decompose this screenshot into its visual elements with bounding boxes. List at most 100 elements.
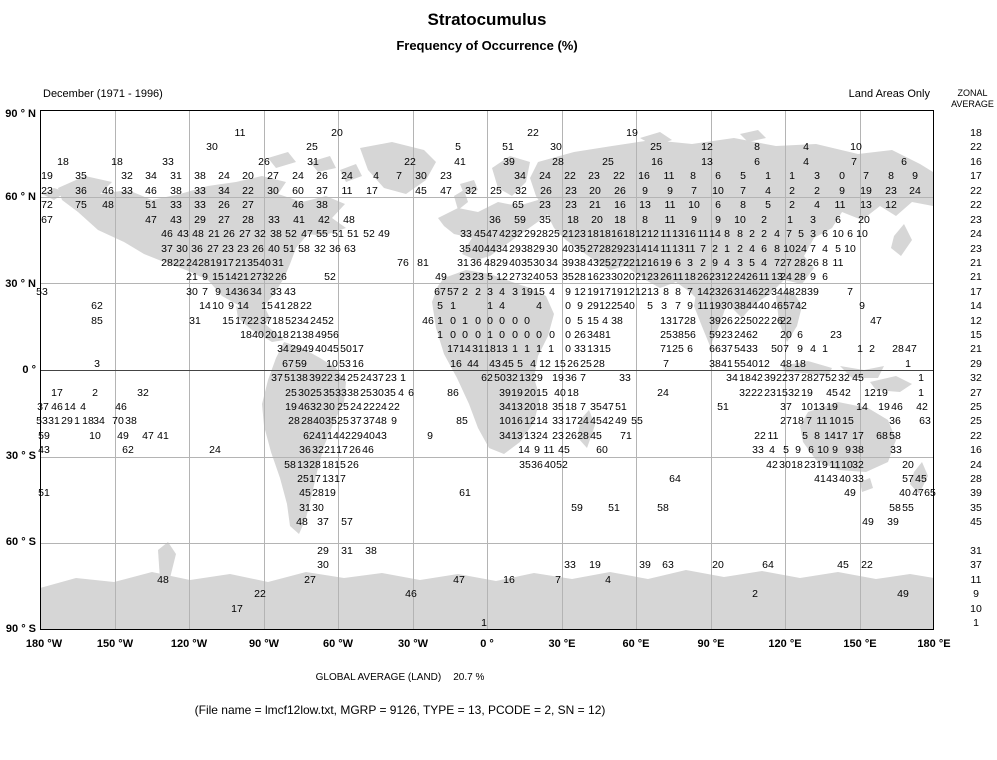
- grid-value: 19: [587, 286, 599, 298]
- grid-value: 47: [142, 430, 154, 442]
- grid-value: 25: [285, 387, 297, 399]
- grid-value: 20: [712, 559, 724, 571]
- grid-value: 38: [709, 358, 721, 370]
- grid-value: 22: [404, 156, 416, 168]
- grid-value: 59: [571, 502, 583, 514]
- grid-value: 47: [145, 214, 157, 226]
- grid-value: 6: [835, 214, 841, 226]
- y-axis-tick-label: 0 °: [22, 364, 36, 376]
- grid-value: 16: [450, 358, 462, 370]
- grid-value: 14: [327, 430, 339, 442]
- x-axis-tick-label: 30 °E: [548, 638, 576, 650]
- grid-value: 11: [234, 127, 246, 139]
- grid-value: 29: [496, 257, 508, 269]
- grid-value: 0: [565, 343, 571, 355]
- zonal-average-value: 16: [970, 444, 982, 456]
- grid-value: 23: [647, 271, 659, 283]
- grid-value: 31: [457, 257, 469, 269]
- grid-value: 28: [795, 286, 807, 298]
- global-average: GLOBAL AVERAGE (LAND) 20.7 %: [150, 672, 650, 683]
- grid-value: 18: [739, 372, 751, 384]
- grid-value: 52: [825, 372, 837, 384]
- x-axis-tick-label: 180 °E: [917, 638, 951, 650]
- grid-value: 26: [258, 156, 270, 168]
- grid-value: 18: [567, 214, 579, 226]
- grid-value: 45: [590, 415, 602, 427]
- grid-value: 8: [888, 170, 894, 182]
- grid-value: 21: [324, 444, 336, 456]
- grid-value: 18: [567, 387, 579, 399]
- plot-border: [40, 110, 934, 630]
- grid-value: 23: [565, 185, 577, 197]
- grid-value: 10: [832, 228, 844, 240]
- x-axis-tick-label: 30 °W: [397, 638, 429, 650]
- grid-value: 26: [574, 329, 586, 341]
- grid-value: 17: [231, 603, 243, 615]
- grid-value: 31: [299, 502, 311, 514]
- zonal-average-value: 10: [970, 603, 982, 615]
- grid-value: 14: [199, 300, 211, 312]
- grid-value: 9: [667, 185, 673, 197]
- grid-value: 33: [619, 372, 631, 384]
- grid-value: 18: [791, 459, 803, 471]
- grid-value: 54: [734, 343, 746, 355]
- grid-value: 36: [531, 459, 543, 471]
- grid-value: 32: [852, 459, 864, 471]
- grid-value: 19: [611, 286, 623, 298]
- grid-value: 48: [102, 199, 114, 211]
- grid-value: 62: [746, 329, 758, 341]
- x-axis-tick-label: 120 °W: [170, 638, 208, 650]
- grid-value: 41: [293, 214, 305, 226]
- grid-value: 57: [447, 286, 459, 298]
- grid-value: 37: [721, 343, 733, 355]
- parallel-gridline: [40, 283, 934, 285]
- grid-value: 6: [822, 228, 828, 240]
- grid-value: 47: [440, 185, 452, 197]
- grid-value: 45: [474, 228, 486, 240]
- grid-value: 22: [754, 430, 766, 442]
- grid-value: 67: [282, 358, 294, 370]
- grid-value: 14: [647, 243, 659, 255]
- grid-value: 5: [802, 430, 808, 442]
- grid-value: 59: [295, 358, 307, 370]
- grid-value: 1: [822, 343, 828, 355]
- grid-value: 34: [587, 329, 599, 341]
- grid-value: 40: [315, 343, 327, 355]
- grid-value: 11: [663, 170, 675, 182]
- grid-value: 12: [758, 358, 770, 370]
- grid-value: 45: [558, 444, 570, 456]
- grid-value: 7: [774, 257, 780, 269]
- grid-value: 52: [285, 315, 297, 327]
- parallel-gridline: [40, 456, 934, 458]
- grid-value: 33: [170, 199, 182, 211]
- grid-value: 51: [615, 401, 627, 413]
- grid-value: 26: [721, 286, 733, 298]
- grid-value: 18: [484, 343, 496, 355]
- grid-value: 19: [826, 401, 838, 413]
- grid-value: 43: [826, 473, 838, 485]
- grid-value: 21: [208, 228, 220, 240]
- grid-value: 28: [309, 459, 321, 471]
- zonal-average-value: 24: [970, 459, 982, 471]
- grid-value: 27: [239, 228, 251, 240]
- grid-value: 66: [709, 343, 721, 355]
- grid-value: 2: [761, 228, 767, 240]
- grid-value: 1: [905, 358, 911, 370]
- grid-value: 30: [415, 170, 427, 182]
- grid-value: 18: [614, 214, 626, 226]
- grid-value: 9: [797, 343, 803, 355]
- grid-value: 27: [780, 257, 792, 269]
- grid-value: 46: [405, 588, 417, 600]
- grid-value: 0: [475, 329, 481, 341]
- grid-value: 24: [734, 329, 746, 341]
- grid-value: 15: [261, 300, 273, 312]
- grid-value: 5: [765, 199, 771, 211]
- grid-value: 40: [533, 271, 545, 283]
- grid-value: 0: [499, 315, 505, 327]
- grid-value: 7: [806, 415, 812, 427]
- grid-value: 39: [709, 315, 721, 327]
- grid-value: 50: [340, 343, 352, 355]
- grid-value: 22: [751, 387, 763, 399]
- grid-value: 13: [771, 271, 783, 283]
- grid-value: 39: [887, 516, 899, 528]
